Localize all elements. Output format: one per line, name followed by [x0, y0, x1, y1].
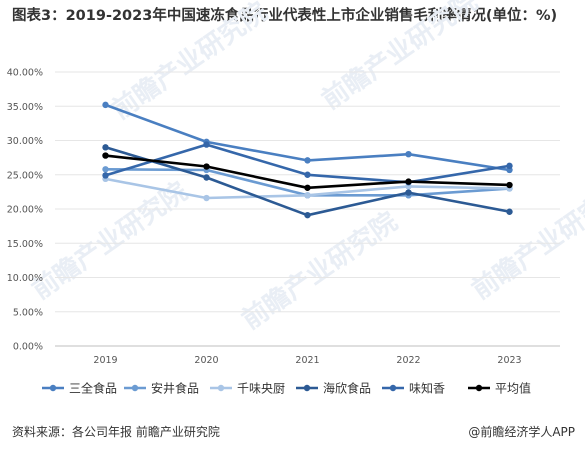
- y-tick-label: 5.00%: [13, 307, 43, 318]
- data-point: [102, 166, 109, 173]
- y-tick-label: 40.00%: [7, 68, 43, 79]
- legend-swatch-marker: [131, 384, 139, 392]
- data-point: [304, 157, 311, 164]
- chart-title: 图表3：2019-2023年中国速冻食品行业代表性上市企业销售毛利率情况(单位：…: [12, 8, 558, 24]
- legend-swatch-marker: [217, 384, 225, 392]
- data-point: [506, 208, 513, 215]
- legend: 三全食品 安井食品 千味央厨 海欣食品 味知香 平均值: [42, 381, 531, 396]
- watermark-text: 前瞻产业研究院: [236, 206, 403, 336]
- legend-label: 味知香: [409, 382, 445, 396]
- data-point: [102, 172, 109, 179]
- legend-label: 安井食品: [151, 381, 199, 396]
- legend-swatch-marker: [475, 384, 483, 392]
- data-point: [506, 181, 513, 189]
- data-point: [102, 144, 109, 151]
- data-point: [304, 211, 311, 219]
- y-tick-label: 0.00%: [13, 342, 43, 353]
- watermark-text: 前瞻产业研究院: [466, 176, 585, 306]
- y-tick-label: 35.00%: [7, 102, 43, 113]
- watermark-text: 前瞻产业研究院: [316, 0, 483, 116]
- watermark-text: 前瞻产业研究院: [26, 176, 193, 306]
- watermark-text: 前瞻产业研究院: [106, 0, 273, 126]
- y-tick-label: 10.00%: [7, 273, 43, 284]
- y-axis-ticks: 0.00% 5.00% 10.00% 15.00% 20.00% 25.00% 30.00%…: [7, 68, 43, 353]
- data-point: [203, 141, 210, 148]
- y-tick-label: 20.00%: [7, 205, 43, 216]
- data-point: [506, 162, 513, 170]
- x-tick-label: 2021: [295, 355, 319, 366]
- series-平均值: [102, 152, 513, 191]
- legend-swatch-marker: [303, 384, 311, 392]
- credit-note: @前瞻经济学人APP: [468, 425, 575, 439]
- data-point: [203, 174, 210, 181]
- legend-label: 海欣食品: [323, 381, 371, 396]
- series-layer: [102, 101, 513, 219]
- source-note: 资料来源：各公司年报 前瞻产业研究院: [12, 425, 220, 439]
- gridlines: [55, 71, 560, 347]
- y-tick-label: 25.00%: [7, 170, 43, 181]
- data-point: [203, 194, 210, 202]
- legend-swatch-marker: [389, 384, 397, 392]
- x-axis-ticks: 2019 2020 2021 2022 2023: [93, 355, 521, 366]
- data-point: [304, 171, 311, 178]
- data-point: [102, 101, 109, 109]
- data-point: [405, 178, 412, 185]
- x-tick-label: 2019: [93, 355, 117, 366]
- x-tick-label: 2020: [194, 355, 218, 366]
- y-tick-label: 15.00%: [7, 239, 43, 250]
- data-point: [405, 151, 412, 158]
- series-海欣食品: [102, 144, 513, 219]
- data-point: [304, 184, 311, 191]
- legend-label: 三全食品: [69, 381, 117, 396]
- legend-label: 千味央厨: [237, 382, 285, 396]
- y-tick-label: 30.00%: [7, 136, 43, 147]
- data-point: [304, 192, 311, 199]
- x-tick-label: 2022: [396, 355, 420, 366]
- data-point: [405, 189, 412, 196]
- legend-label: 平均值: [495, 381, 531, 396]
- x-tick-label: 2023: [497, 355, 521, 366]
- legend-swatch-marker: [49, 384, 57, 392]
- data-point: [102, 152, 109, 159]
- data-point: [203, 163, 210, 170]
